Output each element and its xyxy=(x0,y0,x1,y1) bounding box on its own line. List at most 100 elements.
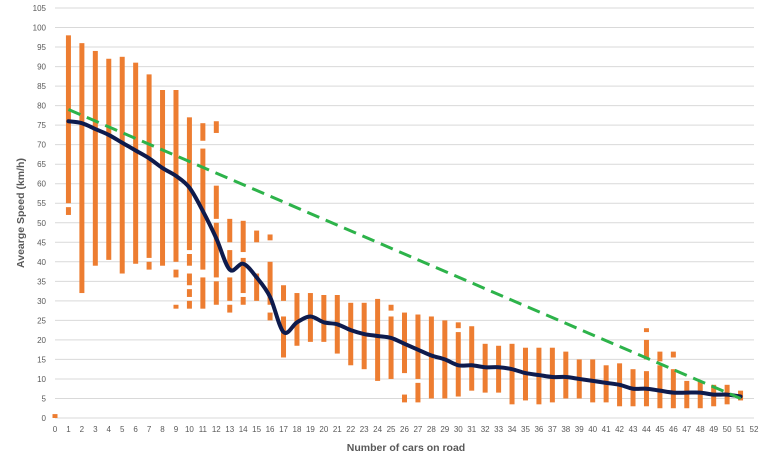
range-bar-15 xyxy=(254,230,260,243)
range-bar-5 xyxy=(119,56,125,274)
x-tick-label: 5 xyxy=(120,425,125,434)
x-axis-title: Number of cars on road xyxy=(347,442,465,454)
range-bar-24 xyxy=(375,298,381,381)
x-tick-label: 45 xyxy=(655,425,664,434)
range-bar-1 xyxy=(65,207,71,215)
range-bar-27 xyxy=(415,382,421,403)
x-tick-label: 35 xyxy=(521,425,530,434)
x-tick-label: 1 xyxy=(66,425,71,434)
y-tick-label: 20 xyxy=(37,336,46,345)
x-tick-label: 10 xyxy=(185,425,194,434)
range-bar-15 xyxy=(254,273,260,301)
x-tick-label: 47 xyxy=(682,425,691,434)
range-bar-22 xyxy=(348,302,354,366)
y-tick-label: 45 xyxy=(37,238,46,247)
range-bar-20 xyxy=(321,295,327,342)
x-tick-label: 8 xyxy=(160,425,165,434)
x-tick-label: 36 xyxy=(534,425,543,434)
x-tick-label: 42 xyxy=(615,425,624,434)
range-bar-26 xyxy=(402,394,407,403)
x-tick-label: 50 xyxy=(723,425,732,434)
y-tick-label: 90 xyxy=(37,63,46,72)
range-bar-12 xyxy=(213,281,219,305)
x-tick-label: 27 xyxy=(413,425,422,434)
range-bar-9 xyxy=(173,304,179,309)
range-bar-45 xyxy=(657,351,663,362)
y-tick-label: 30 xyxy=(37,297,46,306)
x-tick-label: 15 xyxy=(252,425,261,434)
range-bar-25 xyxy=(388,316,394,379)
y-tick-label: 5 xyxy=(42,394,47,403)
range-bar-0 xyxy=(52,414,58,418)
range-bar-27 xyxy=(415,314,421,379)
y-tick-label: 85 xyxy=(37,82,46,91)
range-bar-13 xyxy=(227,304,233,313)
y-tick-label: 65 xyxy=(37,160,46,169)
range-bar-17 xyxy=(281,285,287,301)
range-bar-34 xyxy=(509,343,515,405)
x-tick-label: 37 xyxy=(548,425,557,434)
x-tick-label: 21 xyxy=(333,425,342,434)
range-bar-3 xyxy=(92,50,98,266)
x-tick-label: 29 xyxy=(440,425,449,434)
range-bar-12 xyxy=(213,185,219,219)
x-tick-label: 49 xyxy=(709,425,718,434)
x-tick-label: 26 xyxy=(400,425,409,434)
range-bar-14 xyxy=(240,257,246,294)
range-bar-16 xyxy=(267,312,273,321)
range-bar-16 xyxy=(267,234,273,241)
x-tick-label: 51 xyxy=(736,425,745,434)
range-bar-31 xyxy=(469,326,475,391)
range-bar-12 xyxy=(213,222,219,278)
y-tick-labels: 0 5 10 15 20 25 30 35 40 45 50 55 60 65 70 75 80 85 90 95 10… xyxy=(33,4,47,423)
x-tick-label: 11 xyxy=(199,425,208,434)
x-tick-labels: 0 1 2 3 4 5 6 7 8 9 10 11 12 13 14 15 16 17 18 19 20 21 22 23 24… xyxy=(53,425,759,434)
y-axis-title: Avearge Speed (km/h) xyxy=(15,158,27,268)
range-bars xyxy=(52,35,744,418)
y-tick-label: 40 xyxy=(37,258,46,267)
range-bar-7 xyxy=(146,74,152,258)
range-bar-6 xyxy=(133,62,139,264)
range-bar-25 xyxy=(388,304,394,311)
x-tick-label: 12 xyxy=(212,425,221,434)
x-tick-label: 31 xyxy=(467,425,476,434)
range-bar-11 xyxy=(200,277,206,309)
range-bar-10 xyxy=(186,300,192,309)
y-tick-label: 80 xyxy=(37,102,46,111)
y-tick-label: 105 xyxy=(33,4,47,13)
x-tick-label: 14 xyxy=(239,425,248,434)
y-tick-label: 35 xyxy=(37,277,46,286)
x-tick-label: 23 xyxy=(360,425,369,434)
x-tick-label: 6 xyxy=(133,425,138,434)
x-tick-label: 46 xyxy=(669,425,678,434)
range-bar-44 xyxy=(643,328,649,333)
x-tick-label: 24 xyxy=(373,425,382,434)
x-tick-label: 44 xyxy=(642,425,651,434)
range-bar-46 xyxy=(670,369,676,409)
x-tick-label: 3 xyxy=(93,425,98,434)
range-bar-10 xyxy=(186,273,192,286)
x-tick-label: 43 xyxy=(629,425,638,434)
x-tick-label: 16 xyxy=(266,425,275,434)
x-tick-label: 34 xyxy=(508,425,517,434)
y-tick-label: 15 xyxy=(37,355,46,364)
x-tick-label: 33 xyxy=(494,425,503,434)
range-bar-13 xyxy=(227,218,233,243)
range-bar-10 xyxy=(186,254,192,266)
x-tick-label: 30 xyxy=(454,425,463,434)
x-tick-label: 2 xyxy=(80,425,85,434)
range-bar-45 xyxy=(657,365,663,409)
gridlines xyxy=(55,7,754,419)
y-tick-label: 75 xyxy=(37,121,46,130)
x-tick-label: 22 xyxy=(346,425,355,434)
x-tick-label: 32 xyxy=(481,425,490,434)
x-tick-label: 19 xyxy=(306,425,315,434)
range-bar-9 xyxy=(173,269,179,278)
y-tick-label: 95 xyxy=(37,43,46,52)
mean-speed-line xyxy=(66,119,743,399)
x-tick-label: 17 xyxy=(279,425,288,434)
y-tick-label: 25 xyxy=(37,316,46,325)
y-tick-label: 50 xyxy=(37,219,46,228)
range-bar-10 xyxy=(186,289,192,297)
range-bar-10 xyxy=(186,117,192,251)
